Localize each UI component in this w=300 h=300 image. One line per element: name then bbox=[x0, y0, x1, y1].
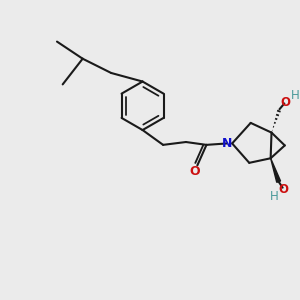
Text: H: H bbox=[269, 190, 278, 203]
Text: N: N bbox=[222, 137, 232, 150]
Text: O: O bbox=[279, 183, 289, 196]
Text: O: O bbox=[190, 165, 200, 178]
Text: O: O bbox=[281, 96, 291, 109]
Polygon shape bbox=[271, 158, 281, 182]
Text: H: H bbox=[290, 89, 299, 102]
